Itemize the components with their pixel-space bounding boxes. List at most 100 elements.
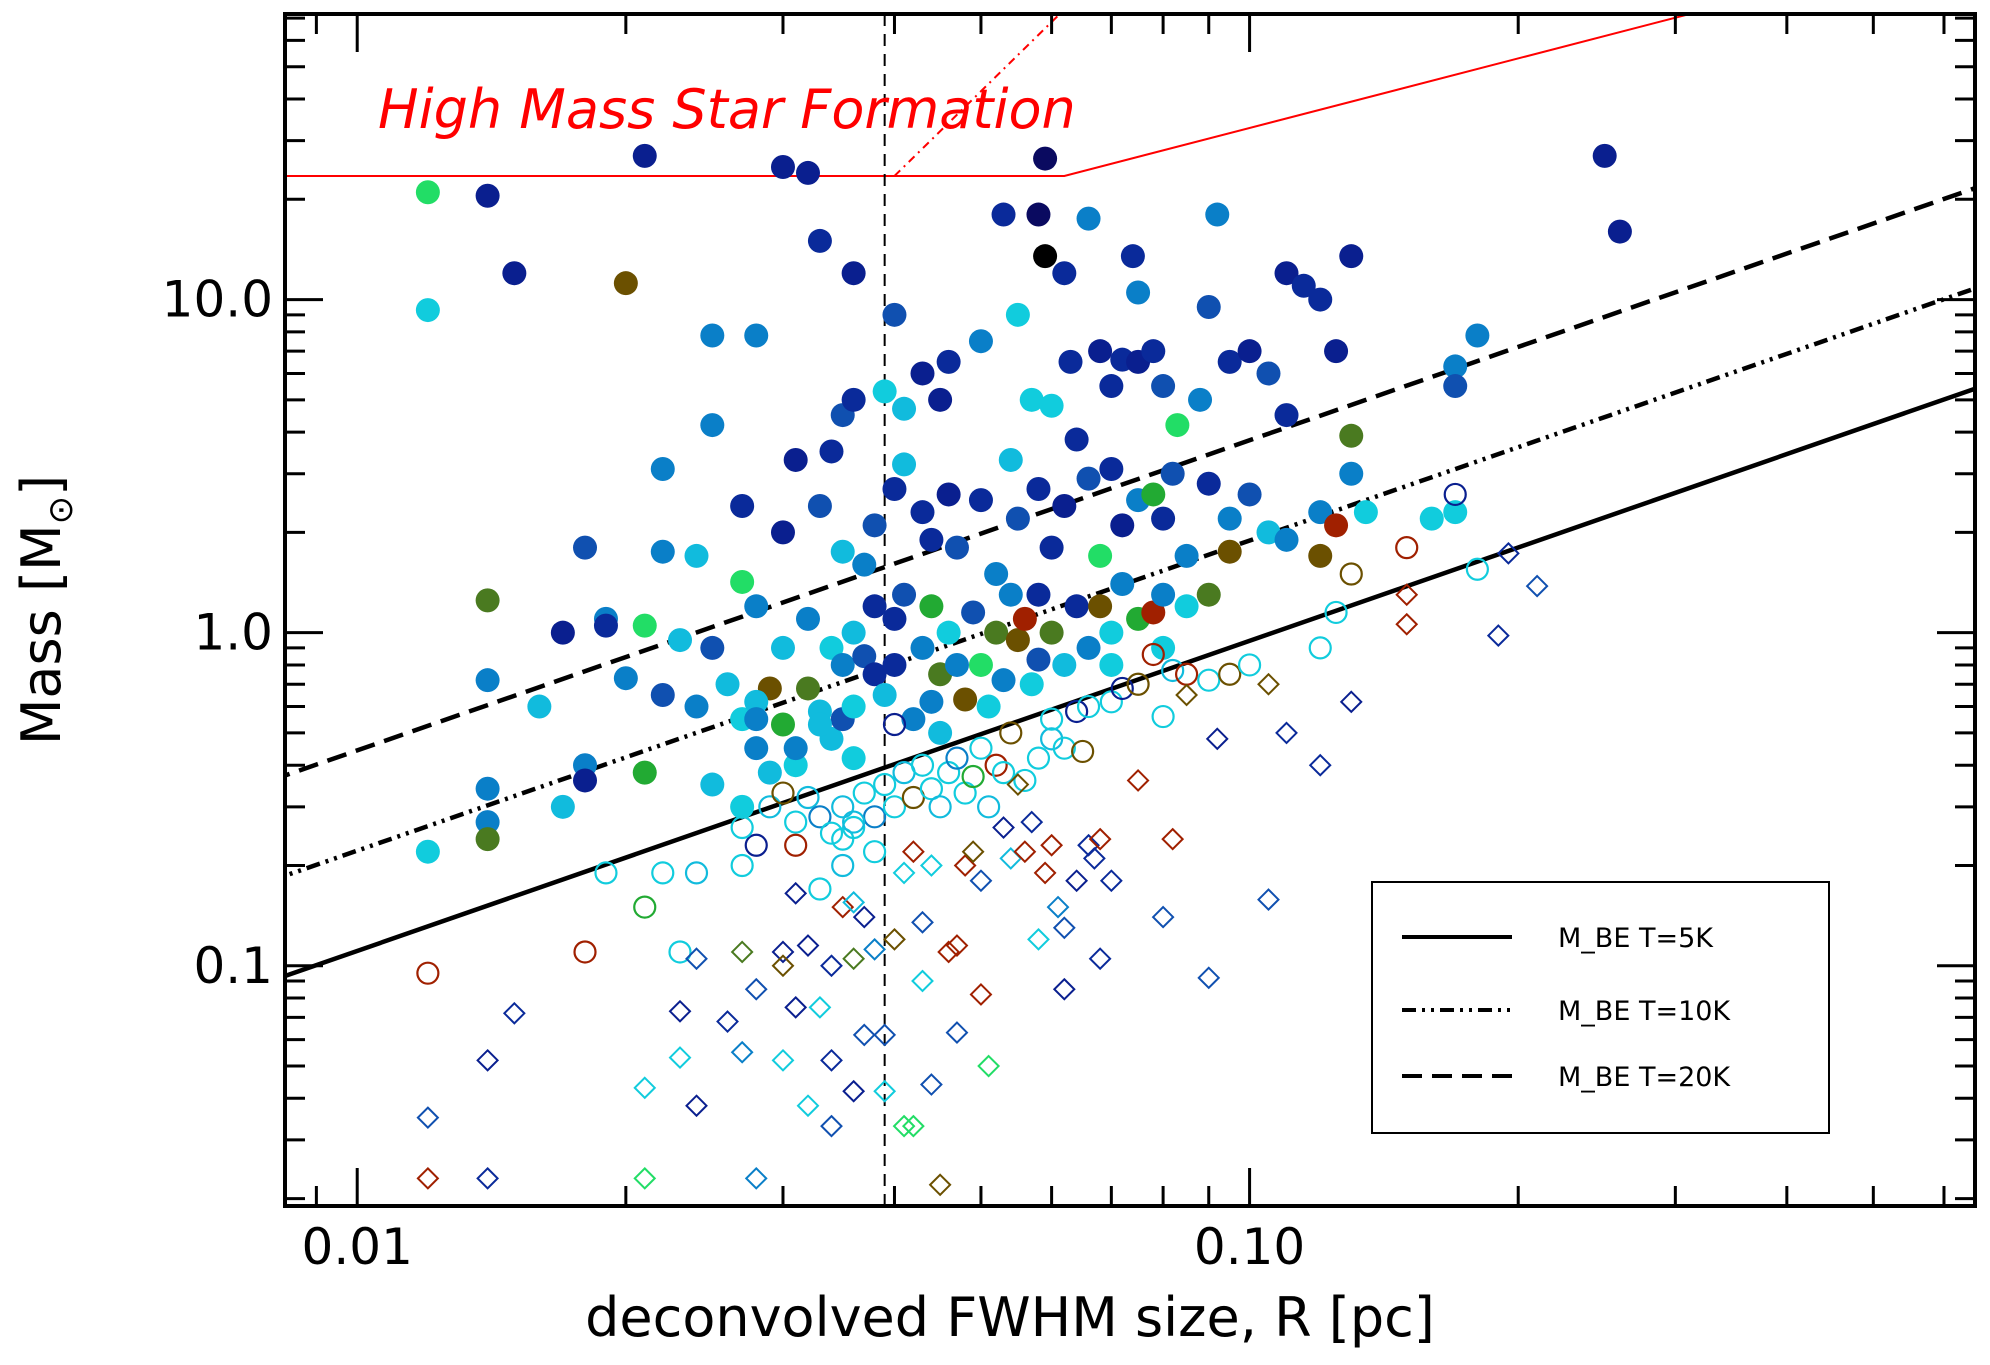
data-point-filled [475, 183, 500, 208]
data-point-open-diamond [771, 1048, 795, 1072]
data-point-open-diamond [1020, 810, 1044, 834]
data-point-open-diamond [668, 999, 692, 1023]
legend-box [1371, 881, 1830, 1134]
data-point-open-diamond [1052, 916, 1076, 940]
data-point-open-diamond [961, 840, 985, 864]
data-point-filled [998, 447, 1023, 472]
data-point-filled [795, 676, 820, 701]
x-tick-label: 0.01 [302, 1218, 413, 1276]
data-point-open-diamond [633, 1076, 657, 1100]
data-point-filled [1033, 146, 1058, 171]
data-point-filled [1592, 143, 1617, 168]
data-point-filled [953, 687, 978, 712]
data-point-filled [650, 682, 675, 707]
data-point-filled [841, 694, 866, 719]
data-point-open-circle [796, 785, 820, 810]
data-point-open-diamond [1099, 869, 1123, 893]
data-point-open-diamond [633, 1166, 657, 1190]
data-point-open-diamond [842, 1079, 866, 1103]
data-point-filled [919, 594, 944, 619]
data-point-open-circle [1218, 662, 1242, 686]
data-point-filled [415, 298, 440, 323]
data-point-open-diamond [992, 816, 1015, 839]
data-point-open-circle [594, 861, 618, 885]
y-tick-label: 0.1 [193, 937, 273, 995]
data-point-open-circle [953, 781, 977, 805]
data-point-filled [1026, 202, 1051, 227]
data-point-filled [852, 552, 877, 577]
reference-lines [285, 14, 1975, 1206]
data-point-filled [1026, 582, 1051, 607]
data-point-filled [892, 396, 917, 421]
data-point-filled [1052, 261, 1077, 286]
data-point-filled [1058, 349, 1083, 374]
data-point-open-diamond [892, 1114, 916, 1138]
data-point-open-circle [842, 815, 866, 840]
data-point-filled [730, 794, 755, 819]
data-point-open-circle [1110, 676, 1134, 701]
data-point-filled [475, 776, 500, 801]
data-point-filled [1274, 527, 1299, 552]
data-point-open-diamond [1395, 612, 1419, 636]
data-point-filled [757, 760, 782, 785]
data-point-filled [1110, 571, 1135, 596]
data-point-open-diamond [1308, 753, 1332, 777]
data-point-filled [991, 202, 1016, 227]
legend-label-10k: M_BE T=10K [1558, 996, 1731, 1027]
data-point-open-circle [945, 746, 969, 770]
data-point-filled [1419, 506, 1444, 531]
data-point-filled [1064, 594, 1089, 619]
data-point-filled [1339, 244, 1364, 269]
data-point-filled [936, 620, 961, 645]
data-point-filled [928, 387, 953, 412]
data-point-filled [841, 620, 866, 645]
data-point-open-diamond [842, 947, 866, 971]
data-point-open-circle [744, 833, 768, 857]
data-point-filled [668, 628, 693, 653]
data-point-filled [807, 494, 832, 519]
data-point-filled [1026, 476, 1051, 501]
data-point-filled [650, 539, 675, 564]
data-point-filled [1099, 456, 1124, 481]
data-point-open-circle [862, 840, 887, 864]
data-point-filled [650, 456, 675, 481]
data-point-filled [892, 582, 917, 607]
data-point-filled [882, 476, 907, 501]
data-point-open-diamond [744, 1166, 768, 1190]
data-point-filled [502, 261, 527, 286]
data-point-open-circle [1151, 704, 1175, 729]
data-point-filled [1324, 339, 1349, 364]
data-point-filled [819, 439, 844, 464]
data-point-open-diamond [1126, 769, 1150, 792]
data-point-open-circle [842, 810, 866, 834]
data-point-open-circle [1076, 694, 1101, 719]
data-point-filled [1237, 482, 1262, 507]
legend: M_BE T=5K M_BE T=10K M_BE T=20K [1371, 881, 1830, 1134]
data-point-filled [1019, 672, 1044, 697]
data-point-filled [770, 155, 795, 180]
data-point-filled [1339, 461, 1364, 486]
data-point-open-circle [758, 795, 782, 819]
legend-label-5k: M_BE T=5K [1558, 923, 1714, 954]
data-point-open-diamond [716, 1010, 739, 1033]
data-point-filled [684, 543, 709, 568]
data-point-filled [795, 160, 820, 185]
data-point-open-diamond [1161, 827, 1185, 851]
data-point-filled [872, 379, 897, 404]
data-point-open-diamond [1088, 947, 1112, 971]
data-point-open-diamond [1395, 583, 1419, 607]
data-point-open-circle [1040, 707, 1064, 731]
data-point-filled [1026, 647, 1051, 672]
data-point-filled [1151, 582, 1176, 607]
data-point-filled [1353, 500, 1378, 525]
data-point-filled [928, 720, 953, 745]
data-point-open-diamond [863, 937, 887, 961]
data-point-open-circle [873, 772, 897, 797]
data-point-open-circle [1237, 653, 1262, 677]
data-point-filled [527, 694, 552, 719]
data-point-open-circle [831, 827, 855, 851]
data-point-open-circle [1126, 672, 1150, 696]
data-point-open-circle [910, 753, 935, 777]
